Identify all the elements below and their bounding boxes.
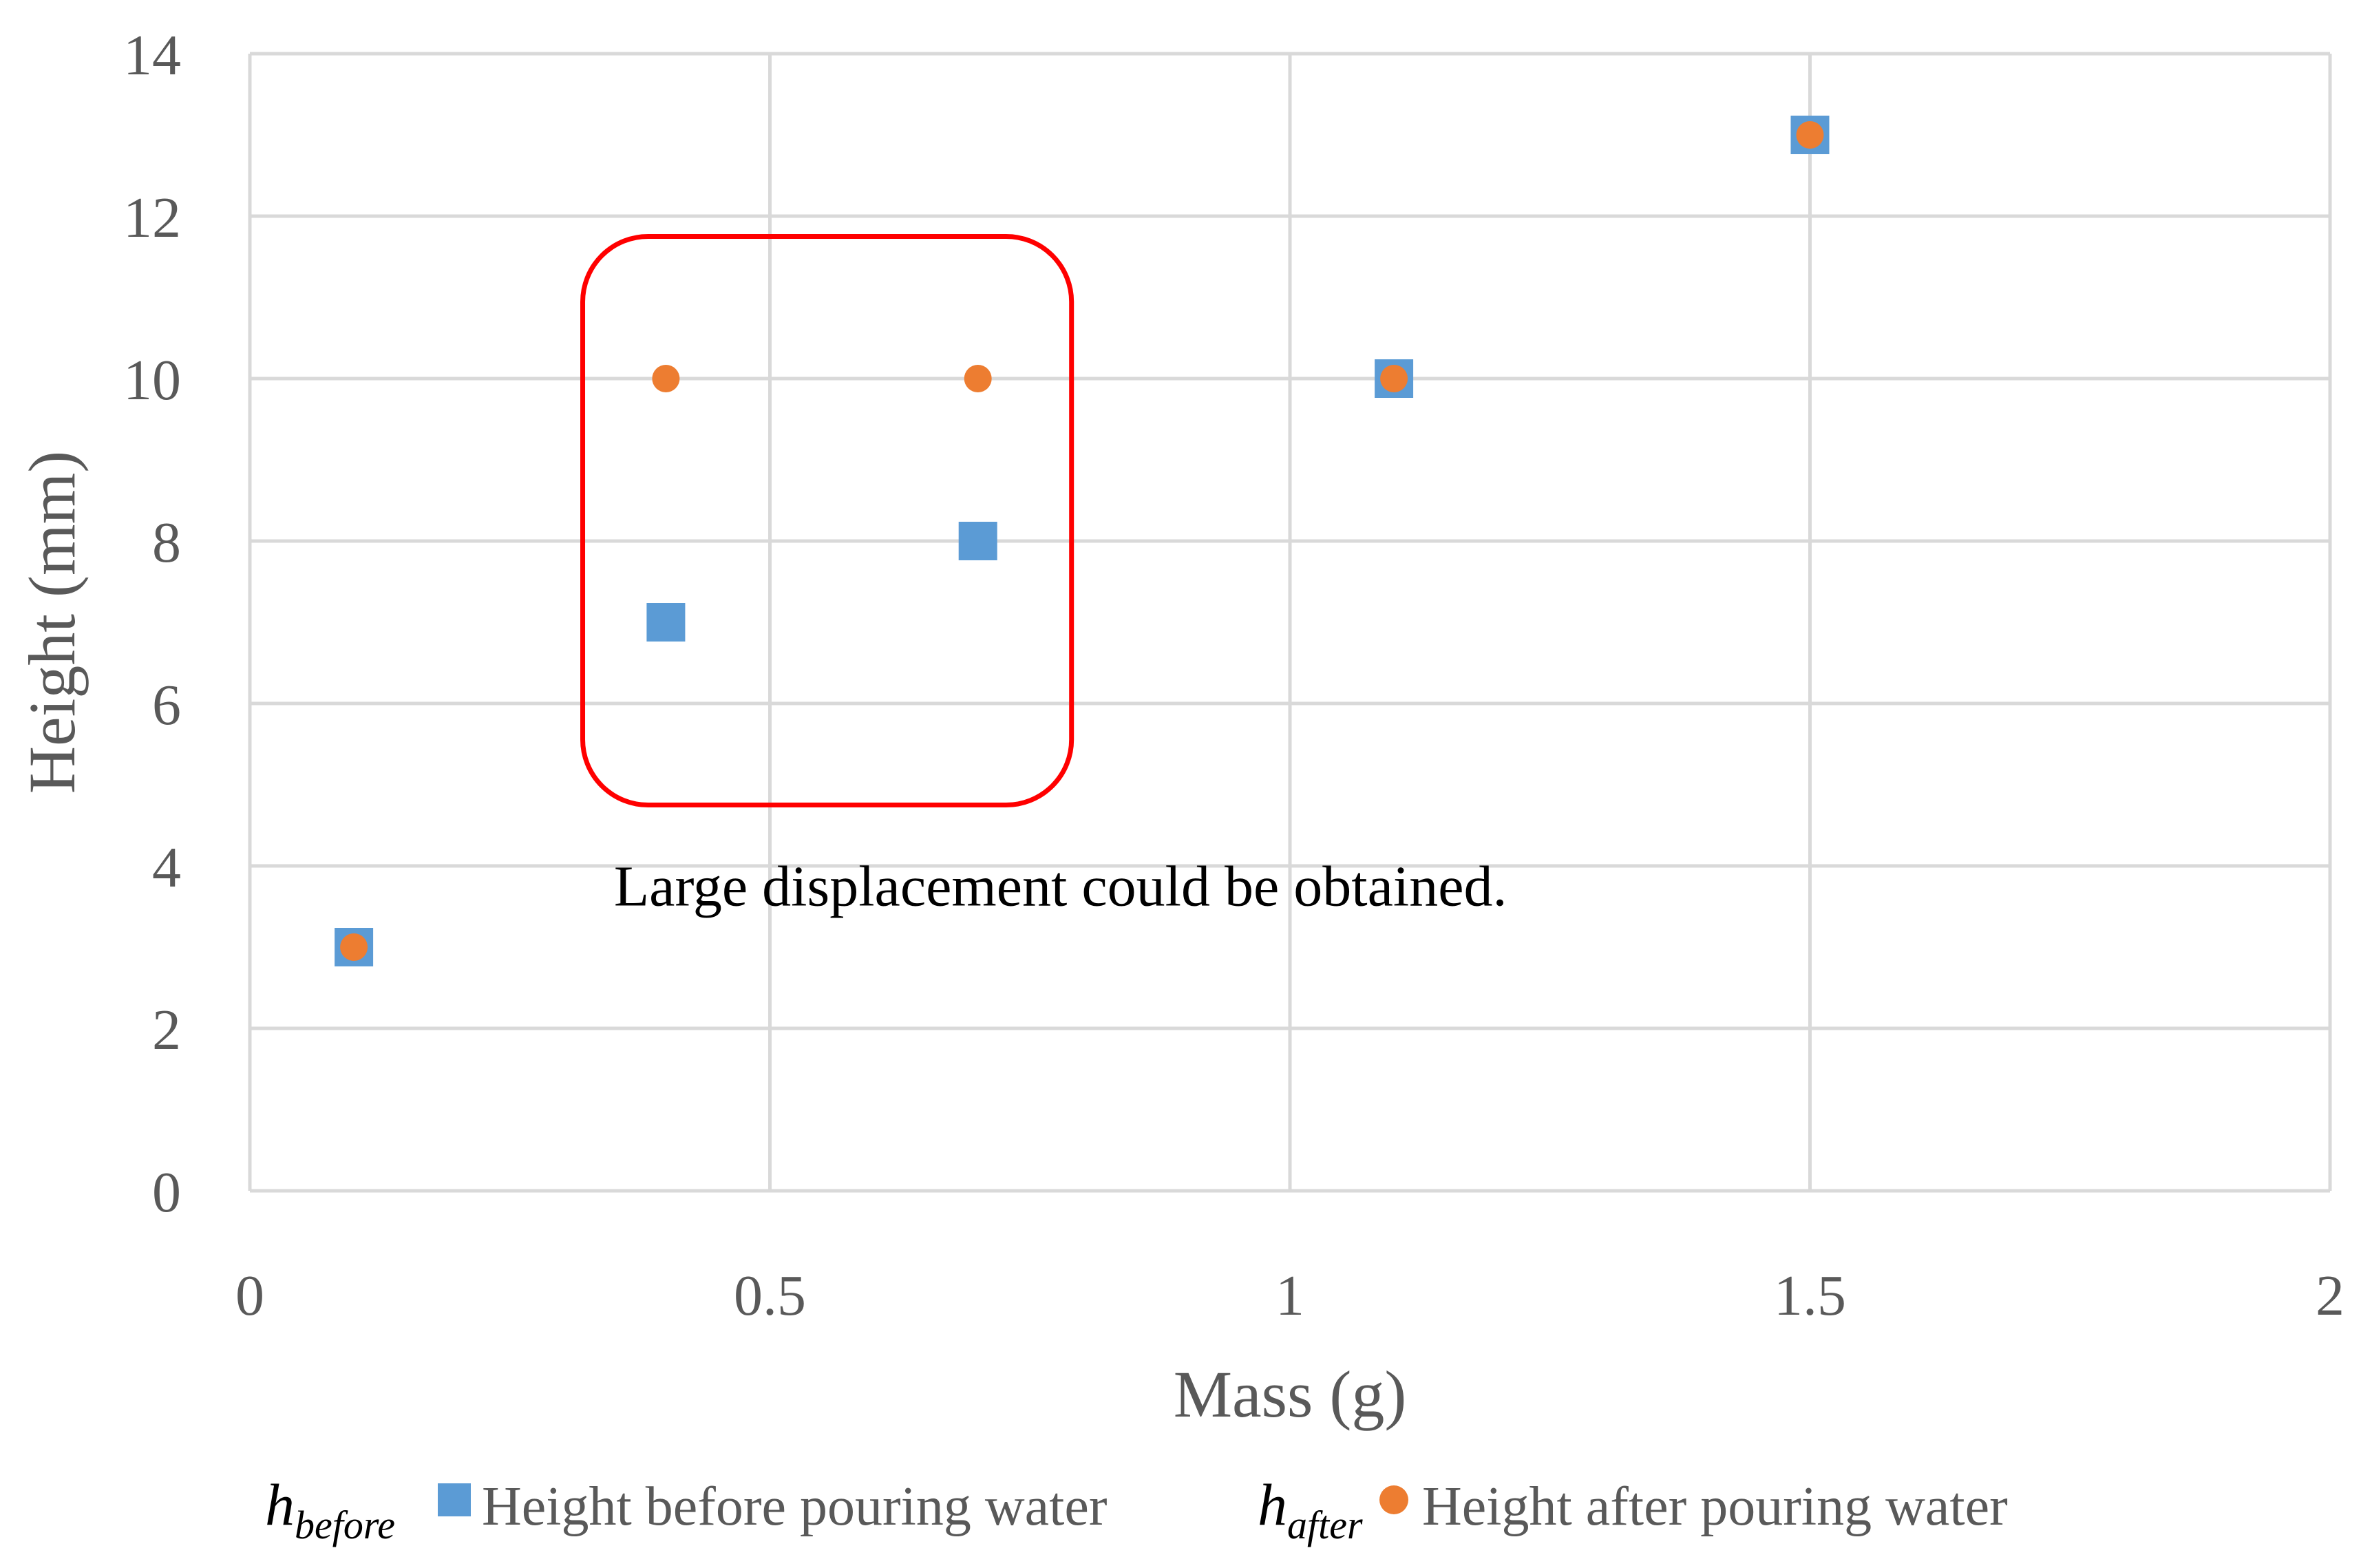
y-tick-label: 0 — [152, 1161, 181, 1225]
x-tick-label: 1.5 — [1774, 1264, 1846, 1328]
legend-symbol-before-sub: before — [295, 1503, 395, 1547]
legend-marker-square — [438, 1483, 471, 1516]
legend-symbol-before-main: h — [265, 1472, 295, 1538]
annotation-text: Large displacement could be obtained. — [614, 855, 1507, 919]
legend-symbol-after-main: h — [1258, 1472, 1287, 1538]
point-after — [340, 933, 368, 961]
y-tick-label: 6 — [152, 673, 181, 737]
legend-label-after: Height after pouring water — [1422, 1476, 2008, 1537]
x-tick-labels: 0 0.5 1 1.5 2 — [235, 1264, 2344, 1328]
point-after — [1796, 121, 1824, 149]
legend-marker-circle — [1379, 1485, 1408, 1514]
y-axis-label: Height (mm) — [15, 451, 89, 794]
x-tick-label: 0 — [235, 1264, 264, 1328]
legend-label-before: Height before pouring water — [482, 1476, 1108, 1537]
data-points — [335, 116, 1830, 966]
y-tick-label: 8 — [152, 511, 181, 575]
point-before — [646, 603, 686, 642]
legend-symbol-after-sub: after — [1287, 1503, 1363, 1547]
y-tick-label: 4 — [152, 836, 181, 900]
point-after — [964, 365, 992, 392]
legend: hbefore Height before pouring water haft… — [265, 1472, 2008, 1547]
legend-symbol-before: hbefore — [265, 1472, 395, 1547]
x-tick-label: 0.5 — [734, 1264, 806, 1328]
x-tick-label: 2 — [2316, 1264, 2344, 1328]
y-tick-label: 10 — [123, 348, 181, 412]
y-tick-label: 14 — [123, 23, 181, 87]
y-tick-label: 2 — [152, 998, 181, 1062]
y-tick-label: 12 — [123, 186, 181, 250]
point-after — [652, 365, 680, 392]
gridlines — [248, 52, 2332, 1193]
x-axis-label: Mass (g) — [1174, 1357, 1407, 1431]
legend-symbol-after: hafter — [1258, 1472, 1363, 1547]
point-after — [1380, 365, 1408, 392]
x-tick-label: 1 — [1275, 1264, 1304, 1328]
highlight-box — [580, 234, 1074, 807]
y-tick-labels: 0 2 4 6 8 10 12 14 — [123, 23, 181, 1225]
point-before — [958, 522, 997, 560]
